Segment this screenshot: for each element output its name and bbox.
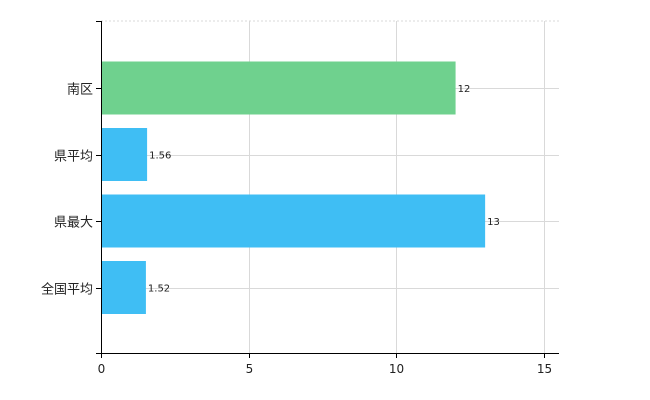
x-tick-label-3: 15 bbox=[537, 362, 552, 376]
y-tick-label-3: 全国平均 bbox=[41, 282, 93, 298]
x-tick-label-2: 10 bbox=[389, 362, 404, 376]
axes-layer bbox=[96, 21, 559, 358]
bar-2 bbox=[101, 194, 486, 248]
data-label-2: 13 bbox=[487, 217, 500, 228]
bars-layer bbox=[101, 61, 486, 314]
x-tick-label-1: 5 bbox=[246, 362, 254, 376]
data-label-3: 1.52 bbox=[148, 284, 170, 295]
bar-0 bbox=[101, 61, 456, 115]
bar-3 bbox=[101, 261, 146, 314]
bar-1 bbox=[101, 128, 148, 181]
y-tick-label-2: 県最大 bbox=[54, 216, 93, 231]
y-tick-label-0: 南区 bbox=[67, 82, 93, 98]
data-label-1: 1.56 bbox=[149, 151, 171, 162]
data-label-0: 12 bbox=[458, 84, 471, 95]
x-tick-label-0: 0 bbox=[98, 362, 106, 376]
y-tick-label-1: 県平均 bbox=[54, 150, 93, 165]
